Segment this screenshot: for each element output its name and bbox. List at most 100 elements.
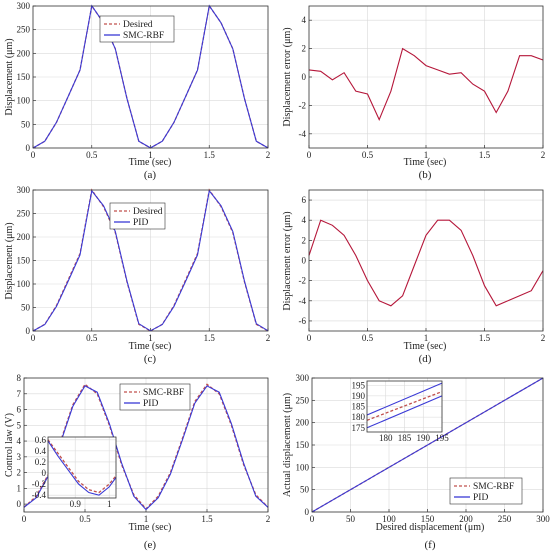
x-tick-label: 2 bbox=[266, 514, 271, 524]
x-tick-label: 100 bbox=[382, 514, 396, 524]
x-tick-label: 0 bbox=[31, 333, 36, 343]
x-tick-label: 2 bbox=[541, 150, 546, 160]
legend-label: PID bbox=[133, 218, 148, 228]
legend-label: PID bbox=[473, 493, 488, 503]
y-tick-label: 250 bbox=[17, 25, 31, 35]
y-tick-label: 0 bbox=[302, 256, 307, 266]
legend-label: PID bbox=[143, 399, 158, 409]
x-tick-label: 2 bbox=[266, 333, 271, 343]
inset-area bbox=[48, 437, 116, 498]
y-tick-label: 50 bbox=[21, 303, 31, 313]
panel-c: 0 0.5 1 1.5 2 0 50 100 150 200 250 300 Time (sec) Dis… bbox=[4, 185, 270, 365]
legend-label: SMC-RBF bbox=[123, 31, 164, 41]
x-tick-label: 0.5 bbox=[362, 150, 374, 160]
series-line-1 bbox=[23, 385, 269, 511]
x-tick-label: 150 bbox=[421, 514, 435, 524]
inset-series-line-1 bbox=[47, 440, 117, 496]
x-tick-label: 0.5 bbox=[86, 150, 98, 160]
y-tick-label: 150 bbox=[296, 440, 310, 450]
legend-box bbox=[109, 202, 166, 230]
x-tick-label: 0 bbox=[22, 514, 27, 524]
y-tick-label: 8 bbox=[17, 373, 22, 383]
inset-x-tick-label: 195 bbox=[435, 433, 449, 443]
y-tick-label: 100 bbox=[17, 96, 31, 106]
series-line-1 bbox=[311, 377, 544, 513]
y-tick-label: 300 bbox=[17, 1, 31, 11]
y-tick-label: 4 bbox=[302, 15, 307, 25]
x-tick-label: 1.5 bbox=[201, 514, 213, 524]
legend-label: SMC-RBF bbox=[473, 482, 514, 492]
y-tick-label: 50 bbox=[21, 119, 31, 129]
y-tick-label: 250 bbox=[17, 209, 31, 219]
inset-y-tick-label: 0.4 bbox=[35, 446, 47, 456]
inset-series-line-0 bbox=[366, 390, 443, 421]
x-tick-label: 1.5 bbox=[204, 333, 216, 343]
x-tick-label: 1 bbox=[144, 514, 149, 524]
x-axis-label: Time (sec) bbox=[129, 522, 172, 533]
panel-caption: (f) bbox=[425, 539, 436, 551]
panel-a: 0 0.5 1 1.5 2 0 50 100 150 200 250 300 Time (sec) Dis… bbox=[4, 1, 270, 181]
panel-caption: (d) bbox=[419, 353, 432, 365]
x-tick-label: 50 bbox=[346, 514, 356, 524]
y-tick-label: -6 bbox=[299, 316, 307, 326]
inset-y-tick-label: 180 bbox=[352, 412, 366, 422]
inset-x-tick-label: 1 bbox=[107, 499, 112, 509]
y-axis-label: Displacement (μm) bbox=[4, 38, 15, 115]
y-tick-label: 4 bbox=[302, 215, 307, 225]
y-tick-label: 2 bbox=[17, 468, 22, 478]
x-tick-label: 200 bbox=[459, 514, 473, 524]
panel-caption: (e) bbox=[144, 539, 157, 551]
axes-frame bbox=[23, 377, 269, 513]
inset-y-tick-label: 195 bbox=[352, 380, 366, 390]
y-tick-label: 0 bbox=[305, 507, 310, 517]
y-tick-label: -2 bbox=[299, 276, 307, 286]
x-tick-label: 0.5 bbox=[362, 333, 374, 343]
x-tick-label: 1.5 bbox=[204, 150, 216, 160]
inset-y-tick-label: 0.2 bbox=[35, 457, 46, 467]
x-tick-label: 1.5 bbox=[479, 333, 491, 343]
y-tick-label: 1 bbox=[17, 483, 22, 493]
x-tick-label: 0.5 bbox=[79, 514, 91, 524]
x-tick-label: 2 bbox=[541, 333, 546, 343]
inset-series-line-1 bbox=[366, 382, 443, 416]
y-tick-label: 2 bbox=[302, 235, 307, 245]
legend-box bbox=[449, 477, 523, 505]
y-tick-label: 6 bbox=[17, 405, 22, 415]
y-tick-label: 2 bbox=[302, 44, 307, 54]
series-line-0 bbox=[308, 47, 544, 121]
x-axis-label: Time (sec) bbox=[129, 157, 172, 168]
inset-frame bbox=[47, 436, 117, 499]
y-tick-label: 300 bbox=[296, 373, 310, 383]
inset-x-tick-label: 180 bbox=[379, 433, 393, 443]
inset-y-tick-label: -0.4 bbox=[32, 490, 47, 500]
x-tick-label: 1 bbox=[424, 333, 429, 343]
x-tick-label: 300 bbox=[536, 514, 550, 524]
legend-box bbox=[99, 15, 175, 43]
inset-x-tick-label: 190 bbox=[417, 433, 431, 443]
inset-series-line-2 bbox=[366, 395, 443, 429]
y-axis-label: Displacement error (μm) bbox=[282, 27, 293, 126]
inset-y-tick-label: 185 bbox=[352, 402, 366, 412]
panel-caption: (c) bbox=[144, 353, 157, 365]
y-axis-label: Displacement (μm) bbox=[4, 222, 15, 299]
y-tick-label: 6 bbox=[302, 195, 307, 205]
x-axis-label: Time (sec) bbox=[404, 157, 447, 168]
y-tick-label: 300 bbox=[17, 185, 31, 195]
y-tick-label: 0 bbox=[26, 326, 31, 336]
y-tick-label: -4 bbox=[299, 129, 307, 139]
inset-frame bbox=[366, 380, 443, 433]
axes-frame bbox=[308, 189, 544, 332]
y-tick-label: -2 bbox=[299, 100, 307, 110]
inset-y-tick-label: 175 bbox=[352, 423, 366, 433]
axes-frame bbox=[32, 189, 269, 332]
y-axis-label: Control law (V) bbox=[4, 413, 15, 477]
y-tick-label: 0 bbox=[17, 499, 22, 509]
x-tick-label: 1 bbox=[148, 150, 153, 160]
y-axis-label: Actual displacement (μm) bbox=[282, 393, 293, 497]
x-tick-label: 1 bbox=[424, 150, 429, 160]
series-line-0 bbox=[308, 219, 544, 307]
legend-label: Desired bbox=[123, 20, 153, 30]
